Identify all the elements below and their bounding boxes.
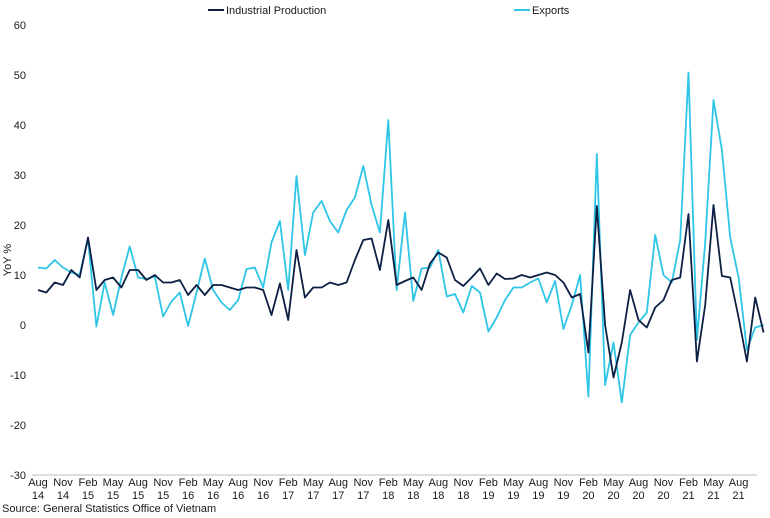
- x-axis-ticks: Aug14Nov14Feb15May15Aug15Nov15Feb16May16…: [28, 477, 748, 502]
- x-tick-year-label: 21: [732, 490, 744, 502]
- x-tick-month-label: May: [703, 477, 724, 489]
- x-tick-year-label: 18: [382, 490, 394, 502]
- y-tick-label: 60: [14, 20, 26, 32]
- x-tick-year-label: 19: [557, 490, 569, 502]
- x-tick-month-label: Feb: [579, 477, 598, 489]
- x-tick-month-label: Aug: [629, 477, 649, 489]
- x-tick-month-label: Aug: [28, 477, 48, 489]
- x-tick-year-label: 19: [532, 490, 544, 502]
- x-tick-year-label: 20: [632, 490, 644, 502]
- x-tick-month-label: Nov: [53, 477, 73, 489]
- y-axis-ticks: -30 -20 -10 0 10 20 30 40 50 60: [10, 20, 26, 482]
- x-tick-year-label: 16: [232, 490, 244, 502]
- legend-label-exports: Exports: [532, 5, 570, 17]
- series-line-industrial-production: [37, 204, 765, 379]
- x-tick-month-label: Aug: [429, 477, 449, 489]
- x-tick-year-label: 17: [307, 490, 319, 502]
- x-tick-month-label: Nov: [454, 477, 474, 489]
- y-tick-label: -20: [10, 420, 26, 432]
- x-tick-year-label: 16: [257, 490, 269, 502]
- x-tick-year-label: 18: [432, 490, 444, 502]
- x-tick-year-label: 19: [482, 490, 494, 502]
- x-tick-month-label: Feb: [479, 477, 498, 489]
- x-tick-month-label: Feb: [279, 477, 298, 489]
- x-tick-month-label: Nov: [654, 477, 674, 489]
- x-tick-year-label: 14: [32, 490, 44, 502]
- x-tick-month-label: Nov: [153, 477, 173, 489]
- x-tick-month-label: May: [503, 477, 524, 489]
- x-tick-year-label: 19: [507, 490, 519, 502]
- x-tick-month-label: Aug: [128, 477, 148, 489]
- y-tick-label: -30: [10, 470, 26, 482]
- x-tick-year-label: 16: [182, 490, 194, 502]
- x-tick-month-label: Nov: [353, 477, 373, 489]
- series-line-exports: [37, 71, 764, 404]
- x-tick-year-label: 15: [107, 490, 119, 502]
- x-tick-year-label: 15: [157, 490, 169, 502]
- x-tick-month-label: Feb: [379, 477, 398, 489]
- x-tick-month-label: May: [303, 477, 324, 489]
- x-tick-month-label: May: [403, 477, 424, 489]
- x-tick-month-label: Feb: [679, 477, 698, 489]
- y-axis-title: YoY %: [2, 244, 14, 277]
- x-tick-month-label: Aug: [228, 477, 248, 489]
- x-tick-year-label: 15: [82, 490, 94, 502]
- y-tick-label: 0: [20, 320, 26, 332]
- x-tick-month-label: May: [603, 477, 624, 489]
- x-tick-year-label: 16: [207, 490, 219, 502]
- x-tick-year-label: 20: [607, 490, 619, 502]
- x-tick-year-label: 18: [407, 490, 419, 502]
- x-tick-year-label: 15: [132, 490, 144, 502]
- x-tick-year-label: 20: [582, 490, 594, 502]
- legend: Industrial Production Exports: [208, 5, 570, 17]
- x-tick-month-label: May: [203, 477, 224, 489]
- source-note: Source: General Statistics Office of Vie…: [2, 503, 217, 515]
- y-tick-label: 30: [14, 170, 26, 182]
- x-tick-year-label: 21: [682, 490, 694, 502]
- y-tick-label: 40: [14, 120, 26, 132]
- x-tick-year-label: 14: [57, 490, 69, 502]
- series-lines: [37, 71, 765, 404]
- y-tick-label: 50: [14, 70, 26, 82]
- x-tick-year-label: 17: [332, 490, 344, 502]
- y-tick-label: 20: [14, 220, 26, 232]
- x-tick-year-label: 18: [457, 490, 469, 502]
- x-tick-month-label: Aug: [328, 477, 348, 489]
- legend-label-industrial-production: Industrial Production: [226, 5, 326, 17]
- x-tick-year-label: 21: [707, 490, 719, 502]
- x-tick-month-label: Nov: [253, 477, 273, 489]
- x-tick-month-label: Nov: [554, 477, 574, 489]
- y-tick-label: -10: [10, 370, 26, 382]
- x-tick-month-label: Aug: [729, 477, 749, 489]
- x-tick-month-label: Aug: [529, 477, 549, 489]
- x-tick-month-label: Feb: [79, 477, 98, 489]
- x-tick-month-label: May: [103, 477, 124, 489]
- y-tick-label: 10: [14, 270, 26, 282]
- x-tick-year-label: 20: [657, 490, 669, 502]
- x-tick-year-label: 17: [282, 490, 294, 502]
- x-tick-year-label: 17: [357, 490, 369, 502]
- x-tick-month-label: Feb: [179, 477, 198, 489]
